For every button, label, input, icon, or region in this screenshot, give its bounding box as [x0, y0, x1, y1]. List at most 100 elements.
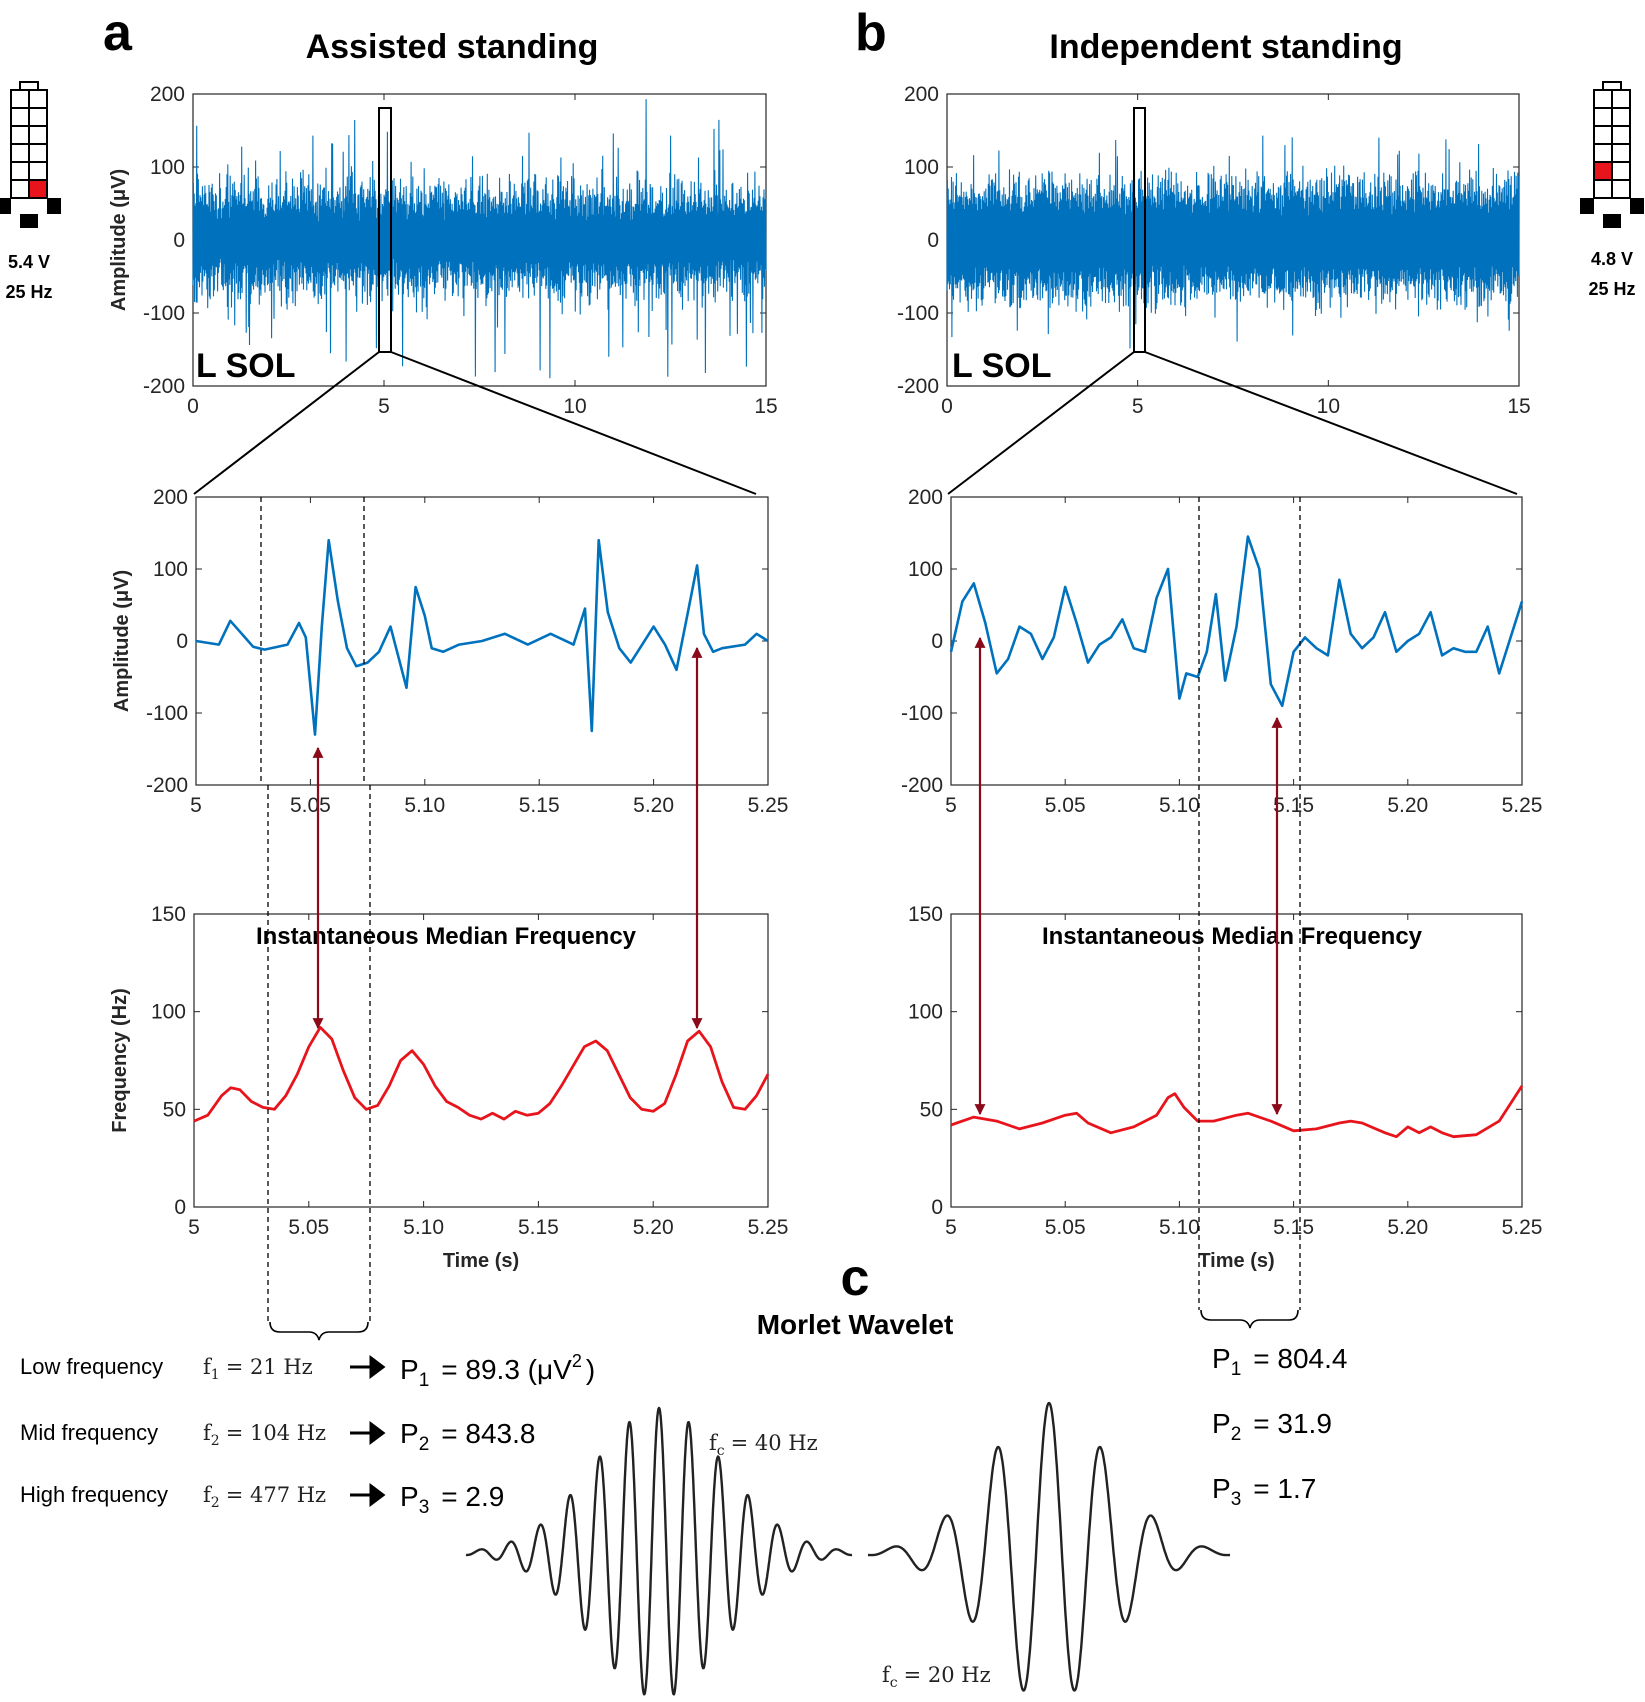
- y-tick-label: 200: [150, 83, 185, 106]
- y-tick-label: -200: [897, 375, 939, 398]
- y-tick-label: 100: [153, 558, 188, 581]
- power-independent: P1 = 804.4: [1212, 1343, 1347, 1380]
- electrode: [1611, 107, 1631, 127]
- electrode: [28, 107, 48, 127]
- y-axis-label: Amplitude (μV): [111, 570, 133, 712]
- electrode: [10, 179, 30, 199]
- y-tick-label: 0: [931, 1196, 943, 1219]
- y-tick-label: 100: [150, 156, 185, 179]
- electrode: [10, 125, 30, 145]
- x-tick-label: 5.05: [288, 1216, 329, 1239]
- y-axis-label: Frequency (Hz): [109, 988, 131, 1132]
- electrode: [28, 161, 48, 181]
- brace-b: [1200, 1309, 1299, 1329]
- x-tick-label: 10: [1317, 395, 1340, 418]
- electrode-pad: [0, 198, 11, 214]
- y-axis-label: Amplitude (μV): [108, 169, 130, 311]
- zoom-connector-b: [947, 107, 1518, 495]
- imf-label-a: Instantaneous Median Frequency: [256, 923, 637, 950]
- electrode: [28, 89, 48, 109]
- y-tick-label: 200: [904, 83, 939, 106]
- stim-frequency-a: 25 Hz: [5, 282, 52, 302]
- zoom-connector-a: [193, 107, 757, 495]
- panel-b-title: Independent standing: [1049, 28, 1402, 66]
- electrode: [1593, 125, 1613, 145]
- y-tick-label: -100: [901, 702, 943, 725]
- plot-a-zoom-emg: -200 -100 0 100 200 5 5.05 5.10 5.15 5.20 5.25 Ampl…: [111, 486, 788, 817]
- panel-a-letter: a: [103, 4, 133, 62]
- zoom-window-box-b: [1133, 107, 1146, 353]
- x-tick-label: 5.15: [518, 1216, 559, 1239]
- y-tick-label: -200: [143, 375, 185, 398]
- x-tick-label: 5.15: [1273, 794, 1314, 817]
- x-tick-label: 5.05: [1045, 1216, 1086, 1239]
- electrode: [28, 143, 48, 163]
- emg-series-line: [946, 135, 1520, 349]
- x-tick-label: 5.25: [1502, 794, 1543, 817]
- electrode: [1611, 125, 1631, 145]
- muscle-label-b: L SOL: [952, 347, 1052, 385]
- zoom-line-b-left: [947, 351, 1135, 495]
- stim-voltage-a: 5.4 V: [8, 252, 50, 272]
- electrode-active: [1593, 161, 1613, 181]
- panel-c-title: Morlet Wavelet: [757, 1309, 954, 1340]
- y-tick-label: 0: [173, 229, 185, 252]
- electrode-pad: [1630, 198, 1644, 214]
- electrode-pad: [1603, 214, 1621, 228]
- y-tick-label: -200: [901, 774, 943, 797]
- brace-a: [269, 1321, 369, 1341]
- y-tick-label: -100: [146, 702, 188, 725]
- power-assisted: P3 = 2.9: [400, 1481, 504, 1518]
- x-tick-label: 0: [941, 395, 953, 418]
- electrode: [1611, 179, 1631, 199]
- band-frequency: f2 = 477 Hz: [203, 1483, 326, 1511]
- electrode: [1602, 81, 1622, 91]
- y-tick-label: -100: [143, 302, 185, 325]
- band-label: Low frequency: [20, 1354, 163, 1379]
- emg-series-line: [949, 535, 1524, 708]
- x-tick-label: 0: [187, 395, 199, 418]
- morlet-wavelet-20hz: [867, 1401, 1231, 1692]
- electrode: [1593, 107, 1613, 127]
- electrode: [28, 125, 48, 145]
- electrode-array-a: [0, 81, 61, 228]
- x-axis-label: Time (s): [1198, 1250, 1274, 1272]
- stim-voltage-b: 4.8 V: [1591, 249, 1633, 269]
- x-tick-label: 5.10: [1159, 794, 1200, 817]
- y-tick-label: 150: [151, 903, 186, 926]
- plot-a-imf: 0 50 100 150 5 5.05 5.10 5.15 5.20 5.25 Frequency …: [109, 903, 788, 1272]
- y-tick-label: 0: [931, 630, 943, 653]
- power-assisted: P1 = 89.3 (μV2): [400, 1351, 595, 1391]
- electrode: [1593, 89, 1613, 109]
- plot-b-zoom-emg: -200 -100 0 100 200 5 5.05 5.10 5.15 5.20 5.25: [901, 486, 1542, 817]
- y-tick-label: 50: [163, 1098, 186, 1121]
- electrode: [1593, 143, 1613, 163]
- x-tick-label: 5.20: [633, 1216, 674, 1239]
- y-tick-label: 200: [908, 486, 943, 509]
- morlet-wavelet-40hz: [465, 1406, 853, 1696]
- electrode-array-b: [1580, 81, 1644, 228]
- arrow-right-icon: [350, 1483, 386, 1507]
- panel-a-title: Assisted standing: [306, 28, 599, 66]
- y-tick-label: -100: [897, 302, 939, 325]
- plot-a-raw-emg: -200 -100 0 100 200 0 5 10 15 Amplitude (μV): [108, 83, 778, 418]
- electrode: [19, 81, 39, 91]
- axes-frame: [193, 913, 769, 1208]
- power-independent: P2 = 31.9: [1212, 1408, 1332, 1445]
- x-tick-label: 5.25: [1502, 1216, 1543, 1239]
- plot-b-imf: 0 50 100 150 5 5.05 5.10 5.15 5.20 5.25 Time (s): [908, 903, 1542, 1272]
- x-tick-label: 5.05: [1045, 794, 1086, 817]
- x-tick-label: 5.20: [633, 794, 674, 817]
- wavelet-40hz-label: fc = 40 Hz: [709, 1431, 818, 1459]
- electrode-active: [28, 179, 48, 199]
- x-tick-label: 5.25: [748, 794, 789, 817]
- x-tick-label: 5: [190, 794, 202, 817]
- electrode: [10, 161, 30, 181]
- band-label: High frequency: [20, 1482, 168, 1507]
- x-tick-label: 5: [945, 1216, 957, 1239]
- imf-series-line: [193, 1025, 770, 1123]
- x-tick-label: 5.05: [290, 794, 331, 817]
- zoom-line-a-left: [193, 351, 380, 495]
- y-tick-label: 0: [174, 1196, 186, 1219]
